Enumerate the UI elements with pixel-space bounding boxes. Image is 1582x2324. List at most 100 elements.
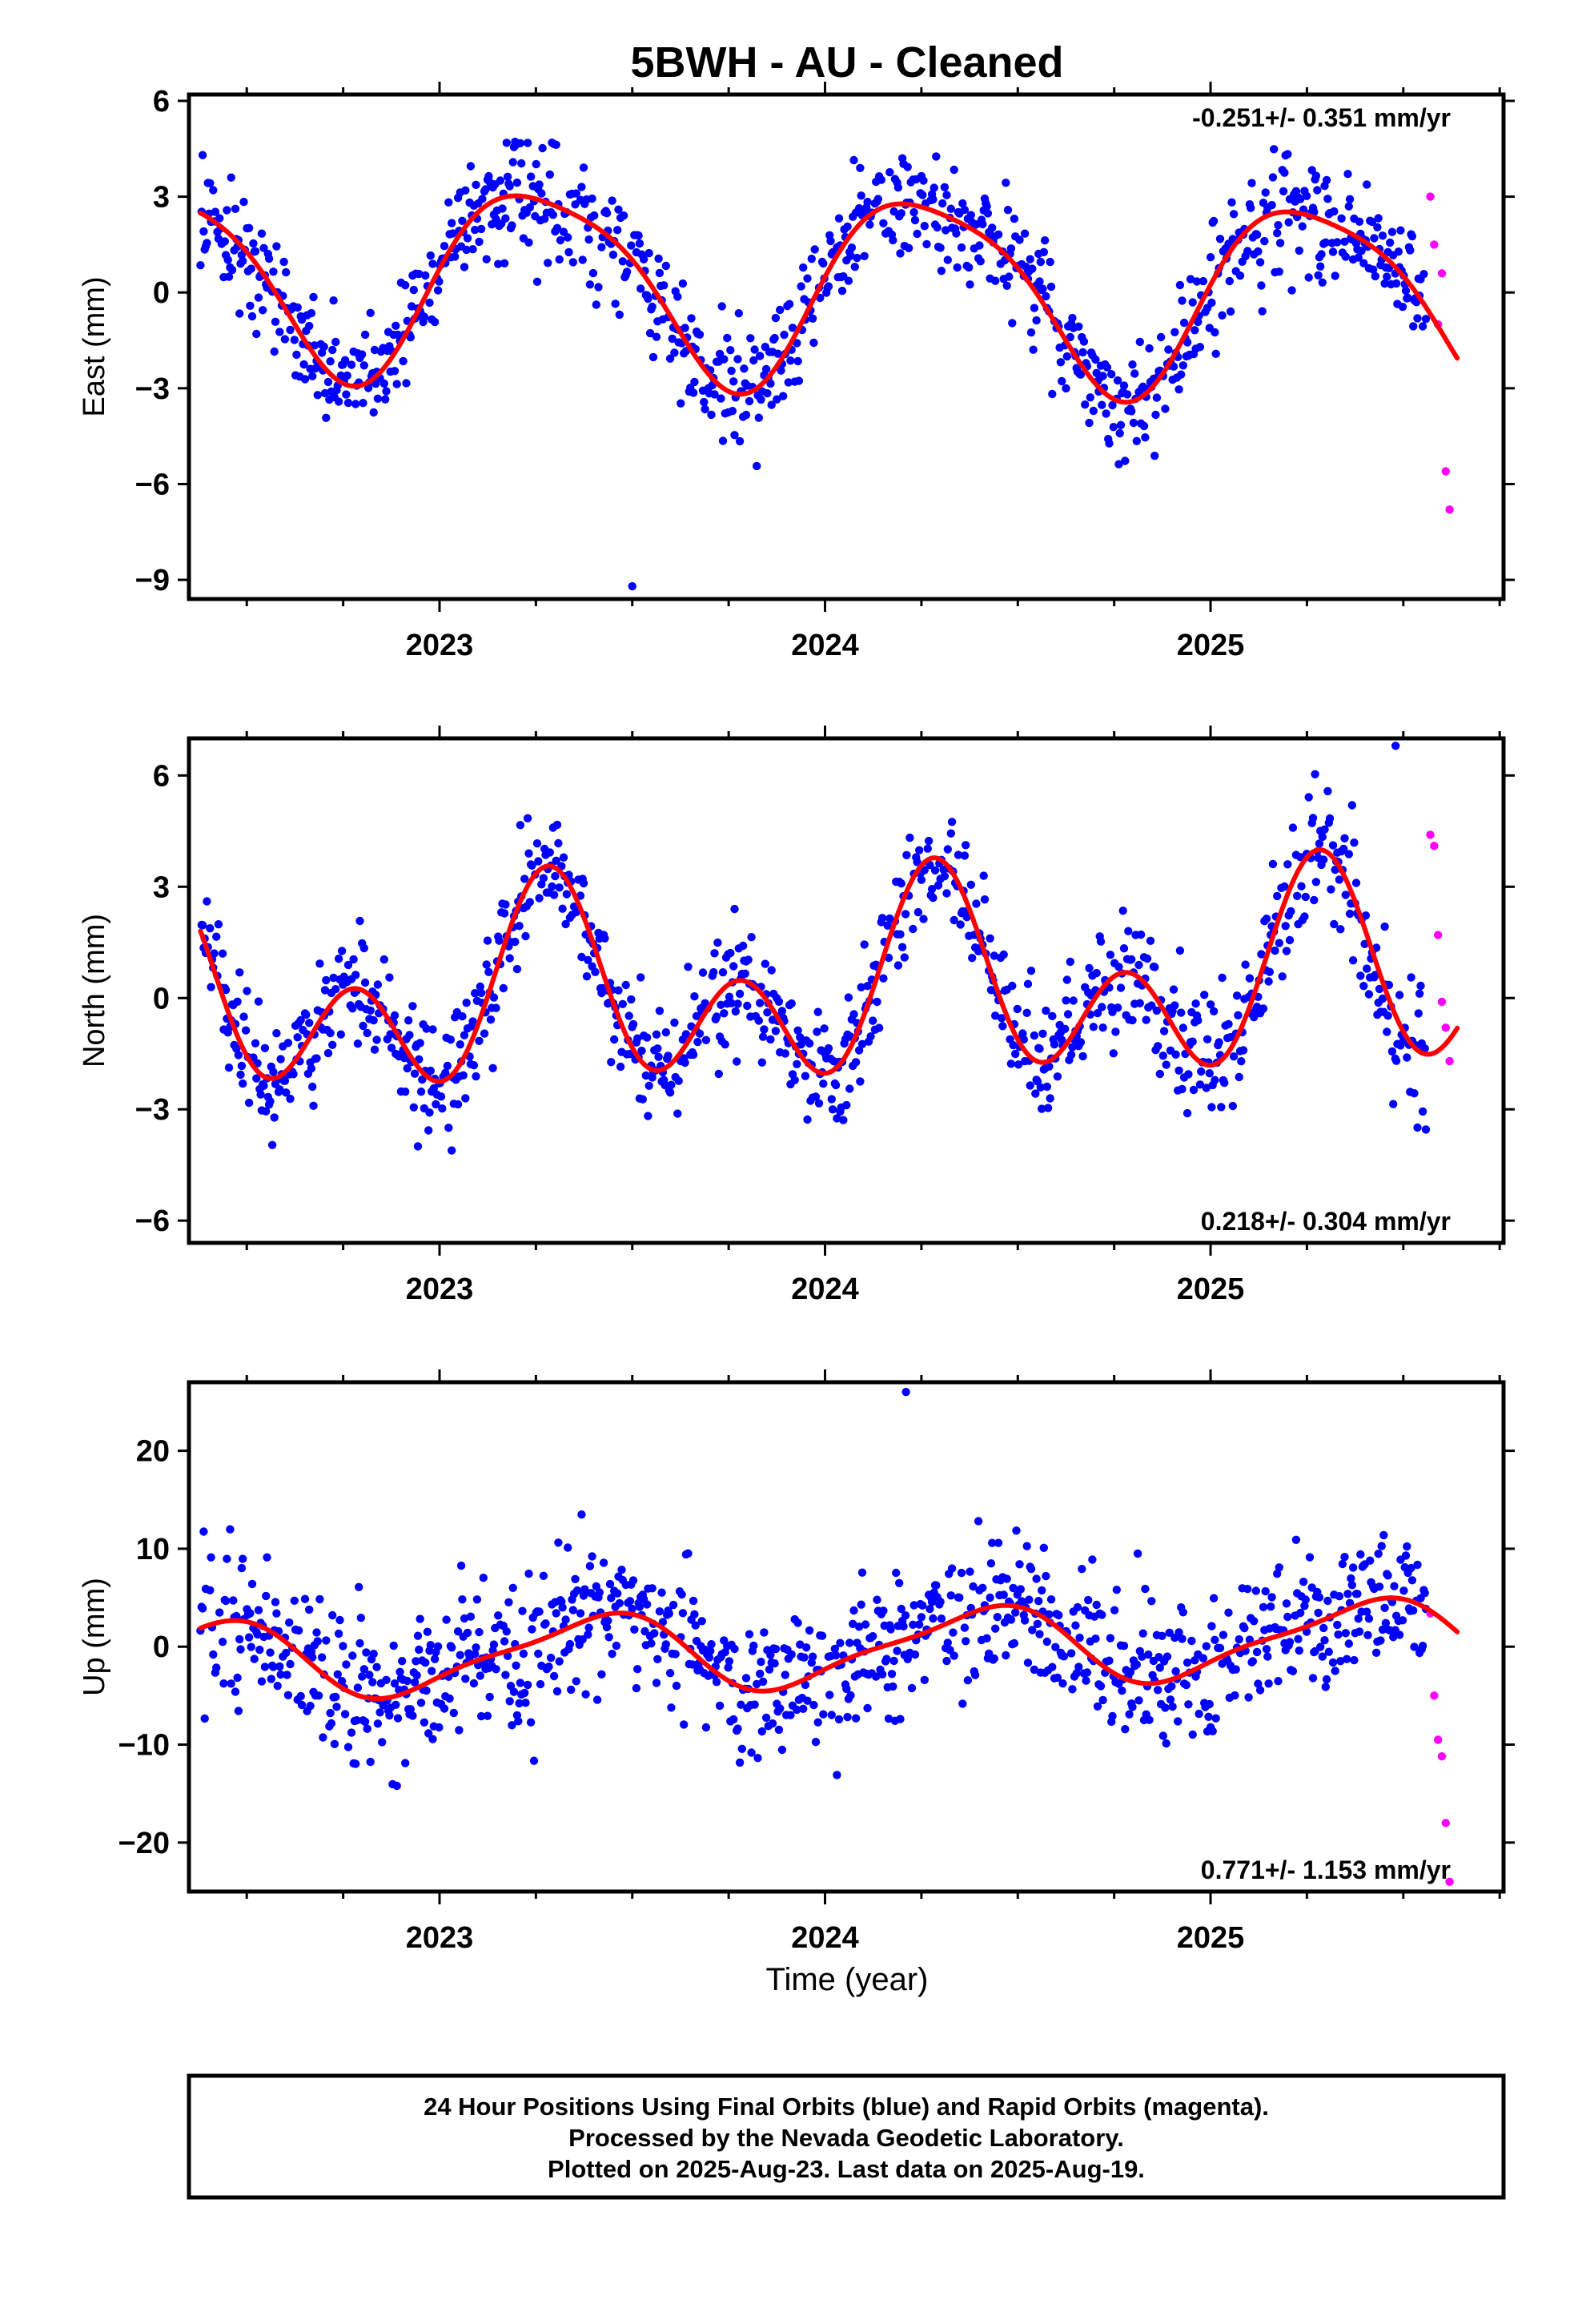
final-orbit-point <box>621 980 630 990</box>
final-orbit-point <box>754 413 763 422</box>
final-orbit-point <box>1401 1551 1411 1560</box>
final-orbit-point <box>308 1653 317 1662</box>
final-orbit-point <box>633 1034 642 1043</box>
final-orbit-point <box>1030 1031 1039 1040</box>
final-orbit-point <box>577 952 586 962</box>
final-orbit-point <box>956 920 965 929</box>
final-orbit-point <box>243 987 251 995</box>
final-orbit-point <box>717 394 725 403</box>
final-orbit-point <box>369 1650 378 1659</box>
final-orbit-point <box>520 1688 529 1698</box>
final-orbit-point <box>448 1643 456 1652</box>
final-orbit-point <box>771 1644 781 1654</box>
x-tick-label: 2025 <box>1177 1273 1245 1306</box>
final-orbit-point <box>430 1655 440 1663</box>
final-orbit-point <box>1288 1667 1298 1675</box>
final-orbit-point <box>353 1683 363 1692</box>
final-orbit-point <box>1039 1543 1049 1553</box>
final-orbit-point <box>767 400 776 409</box>
final-orbit-point <box>1265 967 1275 976</box>
final-orbit-point <box>600 934 609 943</box>
final-orbit-point <box>614 205 623 214</box>
final-orbit-point <box>422 1686 431 1695</box>
final-orbit-point <box>595 1588 604 1597</box>
final-orbit-point <box>978 1583 987 1593</box>
final-orbit-point <box>946 1591 956 1600</box>
final-orbit-point <box>807 255 816 263</box>
rate-label: 0.771+/- 1.153 mm/yr <box>1201 1856 1451 1884</box>
final-orbit-point <box>943 1638 953 1647</box>
final-orbit-point <box>1323 1596 1332 1606</box>
y-axis-label: Up (mm) <box>78 1578 111 1696</box>
final-orbit-point <box>267 1140 277 1150</box>
final-orbit-point <box>1207 1103 1216 1112</box>
final-orbit-point <box>1364 1614 1374 1623</box>
final-orbit-point <box>559 853 568 862</box>
final-orbit-point <box>940 183 950 191</box>
final-orbit-point <box>1066 1649 1076 1658</box>
final-orbit-point <box>340 356 350 364</box>
final-orbit-point <box>1174 1717 1182 1726</box>
final-orbit-point <box>660 281 669 290</box>
final-orbit-point <box>256 1090 265 1099</box>
final-orbit-point <box>554 1538 563 1547</box>
final-orbit-point <box>1195 1080 1205 1089</box>
final-orbit-point <box>1013 1004 1022 1014</box>
final-orbit-point <box>568 1606 577 1614</box>
final-orbit-point <box>1002 179 1010 187</box>
rapid-orbit-point <box>1445 1056 1454 1066</box>
final-orbit-point <box>1386 238 1395 247</box>
final-orbit-point <box>1410 1642 1419 1651</box>
final-orbit-point <box>1227 198 1236 207</box>
final-orbit-point <box>834 1715 844 1724</box>
plot-area <box>197 742 1460 1155</box>
final-orbit-point <box>632 1683 641 1693</box>
final-orbit-point <box>1119 944 1129 953</box>
final-orbit-point <box>962 841 970 850</box>
final-orbit-point <box>1022 1542 1031 1550</box>
final-orbit-point <box>827 1095 837 1104</box>
final-orbit-point <box>546 1653 556 1663</box>
final-orbit-point <box>314 1691 323 1700</box>
final-orbit-point <box>1279 187 1288 195</box>
final-orbit-point <box>229 1596 238 1605</box>
final-orbit-point <box>441 1068 450 1077</box>
final-orbit-point <box>707 1640 716 1649</box>
final-orbit-point <box>1124 927 1133 935</box>
final-orbit-point <box>358 350 367 359</box>
final-orbit-point <box>1407 231 1417 241</box>
final-orbit-point <box>472 1595 482 1604</box>
x-tick-label: 2024 <box>791 1921 859 1955</box>
final-orbit-point <box>1050 1040 1059 1049</box>
final-orbit-point <box>777 366 785 375</box>
final-orbit-point <box>1378 1625 1387 1634</box>
final-orbit-point <box>1383 1011 1392 1020</box>
final-orbit-point <box>552 820 562 830</box>
final-orbit-point <box>516 821 525 830</box>
final-orbit-point <box>901 910 910 919</box>
final-orbit-point <box>723 333 732 343</box>
final-orbit-point <box>306 1702 315 1711</box>
final-orbit-point <box>950 165 958 175</box>
final-orbit-point <box>588 268 598 278</box>
final-orbit-point <box>1407 1576 1417 1585</box>
x-tick-label: 2025 <box>1177 1921 1245 1955</box>
final-orbit-point <box>695 1029 705 1038</box>
final-orbit-point <box>731 1007 740 1016</box>
final-orbit-point <box>511 937 520 947</box>
final-orbit-point <box>1273 228 1282 238</box>
final-orbit-point <box>1333 1620 1342 1630</box>
final-orbit-point <box>299 360 308 369</box>
final-orbit-point <box>1205 1699 1215 1709</box>
final-orbit-point <box>269 1068 278 1076</box>
final-orbit-point <box>552 1609 560 1618</box>
final-orbit-point <box>937 267 946 275</box>
final-orbit-point <box>1035 1630 1044 1638</box>
final-orbit-point <box>700 397 709 407</box>
final-orbit-point <box>849 1010 858 1019</box>
final-orbit-point <box>209 1650 218 1659</box>
final-orbit-point <box>627 995 636 1004</box>
final-orbit-point <box>1380 279 1389 288</box>
final-orbit-point <box>483 1711 492 1720</box>
final-orbit-point <box>947 818 957 826</box>
